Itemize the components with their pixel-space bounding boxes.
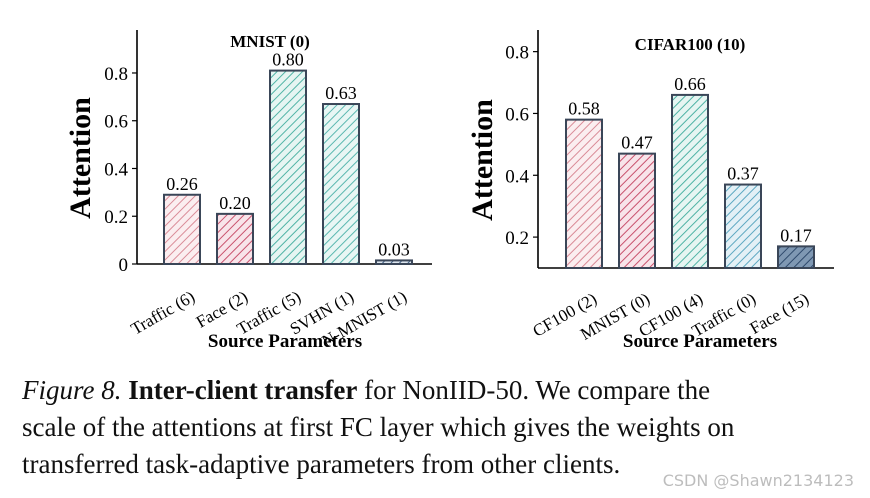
caption-text-line1: for NonIID-50. We compare the [357, 375, 711, 405]
caption-text-line2: scale of the attentions at first FC laye… [22, 412, 735, 442]
y-axis-label: Attention [466, 99, 499, 221]
caption-bold-text: Inter-client transfer [128, 375, 358, 405]
bar-data-label: 0.66 [674, 74, 706, 94]
bar-data-label: 0.03 [378, 239, 410, 259]
bar-data-label: 0.26 [166, 174, 198, 194]
y-axis-label: Attention [64, 97, 97, 219]
bar [671, 93, 709, 269]
bar [322, 103, 360, 266]
bar [269, 69, 307, 265]
x-tick-label: Face (15) [746, 289, 812, 338]
bar [777, 245, 815, 269]
figure-label: Figure 8. [22, 375, 122, 405]
bar-data-label: 0.47 [621, 133, 653, 153]
figure-caption: Figure 8. Inter-client transfer for NonI… [22, 372, 862, 483]
bar [618, 152, 656, 270]
y-tick-label: 0.6 [505, 104, 529, 125]
bar [216, 212, 254, 266]
bar [724, 183, 762, 269]
chart-title: MNIST (0) [230, 32, 310, 51]
x-axis-label: Source Parameters [208, 331, 362, 352]
x-tick-label: Traffic (6) [128, 287, 198, 339]
y-tick-label: 0.2 [505, 228, 529, 249]
bar-data-label: 0.80 [272, 50, 304, 70]
y-tick-label: 0.4 [104, 159, 128, 180]
bar [375, 259, 413, 265]
x-axis-label: Source Parameters [623, 331, 777, 352]
bar-data-label: 0.58 [568, 99, 600, 119]
y-tick-label: 0.6 [104, 112, 128, 133]
y-tick-label: 0.4 [505, 166, 529, 187]
bar-data-label: 0.20 [219, 193, 251, 213]
cifar100-chart: 0.2 0.4 0.6 0.8 CIFAR100 (10) Attention Source… [466, 30, 834, 352]
mnist-chart: 0 0.2 0.4 0.6 0.8 MNIST (0) Attention Source Pa… [64, 30, 432, 352]
bar [565, 118, 603, 269]
y-tick-label: 0.2 [104, 207, 128, 228]
bar-data-label: 0.63 [325, 83, 357, 103]
bar [163, 193, 201, 265]
watermark: CSDN @Shawn2134123 [662, 471, 854, 490]
chart-area: 0 0.2 0.4 0.6 0.8 MNIST (0) Attention Source Pa… [64, 30, 834, 352]
bar-data-label: 0.37 [727, 164, 759, 184]
chart-title: CIFAR100 (10) [635, 35, 746, 54]
y-tick-label: 0 [119, 255, 129, 276]
bar-data-label: 0.17 [780, 225, 812, 245]
y-tick-label: 0.8 [505, 43, 529, 64]
y-tick-label: 0.8 [104, 64, 128, 85]
caption-text-line3: transferred task-adaptive parameters fro… [22, 449, 621, 479]
